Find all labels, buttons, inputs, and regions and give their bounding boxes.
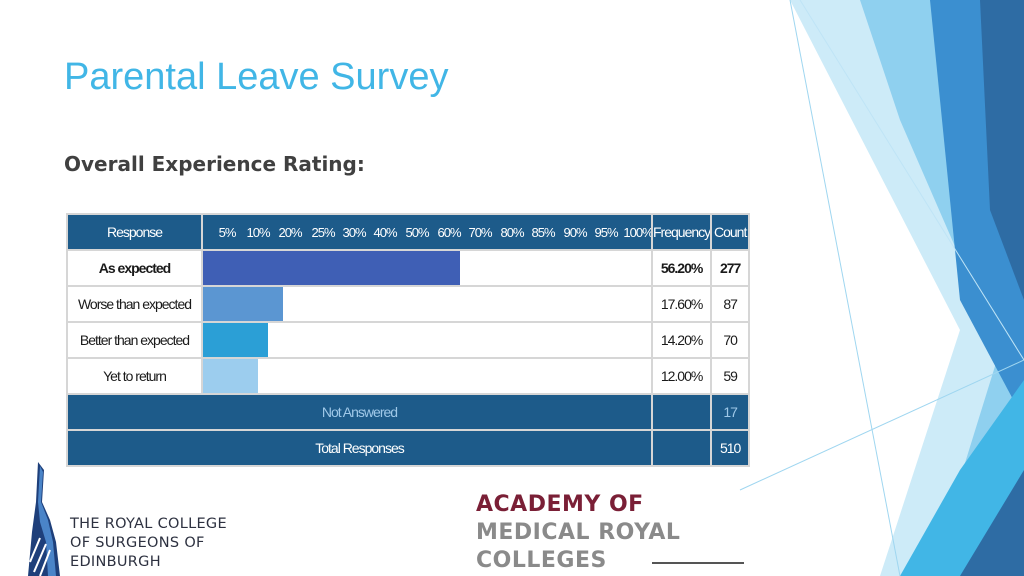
count-value: 59: [712, 359, 749, 393]
frequency-value: 14.20%: [653, 323, 711, 357]
deco-line-2: [739, 359, 1024, 491]
tick-label: 85%: [531, 225, 555, 240]
bar-cell: [203, 359, 651, 393]
total-responses-frequency: [653, 431, 711, 465]
bar-cell: [203, 287, 651, 321]
bar: [203, 323, 268, 357]
deco-line-3: [799, 0, 1024, 361]
total-responses-label: Total Responses: [68, 431, 651, 465]
table-row: Better than expected 14.20% 70: [68, 323, 749, 357]
frequency-value: 12.00%: [653, 359, 711, 393]
rcs-logo-text: THE ROYAL COLLEGE OF SURGEONS OF EDINBURGH: [70, 515, 227, 572]
count-value: 87: [712, 287, 749, 321]
table-row: As expected 56.20% 277: [68, 251, 749, 285]
bar: [203, 287, 284, 321]
tick-label: 30%: [342, 225, 366, 240]
tick-label: 20%: [278, 225, 302, 240]
count-value: 277: [712, 251, 749, 285]
amrc-line-3: COLLEGES: [476, 548, 607, 573]
tick-label: 95%: [594, 225, 618, 240]
tick-label: 5%: [218, 225, 237, 240]
table-row: Worse than expected 17.60% 87: [68, 287, 749, 321]
not-answered-frequency: [653, 395, 711, 429]
header-count: Count: [712, 215, 749, 249]
response-label: Better than expected: [68, 323, 201, 357]
header-percent-ticks: 5% 10% 20% 25% 30% 40% 50% 60% 70% 80% 85% 90% 95% 10…: [203, 215, 651, 249]
deco-shape-teal: [960, 470, 1024, 576]
response-label: As expected: [68, 251, 201, 285]
tick-label: 90%: [563, 225, 587, 240]
bar: [203, 359, 258, 393]
count-value: 70: [712, 323, 749, 357]
page-subtitle: Overall Experience Rating:: [64, 152, 365, 176]
rcs-edinburgh-logo: [28, 462, 60, 576]
tick-label: 25%: [311, 225, 335, 240]
bar-cell: [203, 251, 651, 285]
bar-cell: [203, 323, 651, 357]
deco-line-1: [789, 0, 901, 576]
bar: [203, 251, 460, 285]
amrc-line-2: MEDICAL ROYAL: [476, 520, 681, 545]
header-frequency: Frequency: [653, 215, 711, 249]
tick-label: 40%: [373, 225, 397, 240]
rcs-line-2: OF SURGEONS OF: [70, 535, 205, 551]
not-answered-count: 17: [712, 395, 749, 429]
amrc-underline: [652, 562, 744, 564]
tick-label: 80%: [500, 225, 524, 240]
response-label: Worse than expected: [68, 287, 201, 321]
frequency-value: 56.20%: [653, 251, 711, 285]
rcs-line-3: EDINBURGH: [70, 554, 161, 570]
response-label: Yet to return: [68, 359, 201, 393]
tick-label: 50%: [405, 225, 429, 240]
total-responses-count: 510: [712, 431, 749, 465]
deco-shape-dark: [980, 0, 1024, 300]
header-response: Response: [68, 215, 201, 249]
not-answered-label: Not Answered: [68, 395, 651, 429]
data-rows: As expected 56.20% 277 Worse than expected 1…: [68, 251, 749, 393]
tick-label: 100%: [623, 225, 651, 240]
frequency-value: 17.60%: [653, 287, 711, 321]
amrc-line-1: ACADEMY OF: [476, 492, 644, 517]
tick-label: 70%: [468, 225, 492, 240]
survey-results-table: Response 5% 10% 20% 25% 30% 40% 50% 60% 70% 80% 85…: [66, 213, 751, 467]
rcs-line-1: THE ROYAL COLLEGE: [70, 516, 227, 532]
page-title: Parental Leave Survey: [64, 56, 449, 98]
tick-label: 60%: [437, 225, 461, 240]
tick-label: 10%: [246, 225, 270, 240]
amrc-logo-text: ACADEMY OF MEDICAL ROYAL COLLEGES: [476, 491, 680, 575]
table-row: Yet to return 12.00% 59: [68, 359, 749, 393]
